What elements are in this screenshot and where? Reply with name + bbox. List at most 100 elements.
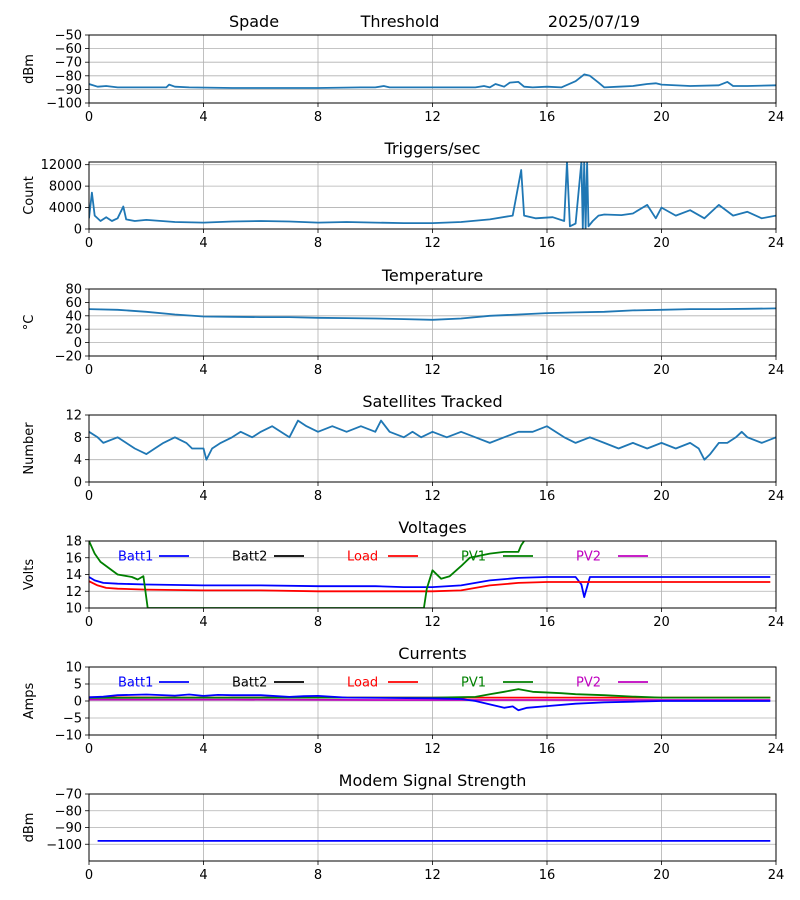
y-tick-label: 8000 bbox=[49, 180, 82, 195]
series-line-load bbox=[89, 580, 771, 593]
x-tick-label: 4 bbox=[199, 489, 207, 504]
y-tick-label: 60 bbox=[65, 296, 82, 311]
chart-title: Voltages bbox=[398, 518, 466, 537]
x-tick-label: 4 bbox=[199, 615, 207, 630]
x-tick-label: 8 bbox=[314, 868, 322, 883]
y-axis-label: dBm bbox=[22, 54, 37, 84]
series-line bbox=[89, 419, 776, 461]
x-tick-label: 8 bbox=[314, 363, 322, 378]
x-tick-label: 12 bbox=[424, 110, 441, 125]
y-axis-label: Volts bbox=[22, 559, 37, 591]
legend-label-pv2: PV2 bbox=[576, 676, 601, 691]
x-tick-label: 20 bbox=[653, 489, 670, 504]
x-tick-label: 8 bbox=[314, 489, 322, 504]
y-tick-label: 0 bbox=[74, 223, 82, 238]
x-tick-label: 4 bbox=[199, 236, 207, 251]
y-tick-label: 5 bbox=[74, 678, 82, 693]
x-tick-label: 20 bbox=[653, 110, 670, 125]
x-tick-label: 0 bbox=[85, 615, 93, 630]
y-tick-label: −80 bbox=[55, 804, 82, 819]
y-axis-label: Number bbox=[22, 422, 37, 475]
x-tick-label: 0 bbox=[85, 742, 93, 757]
series-line-batt1 bbox=[89, 693, 771, 712]
y-tick-label: −20 bbox=[55, 350, 82, 365]
y-tick-label: −50 bbox=[55, 29, 82, 44]
x-tick-label: 16 bbox=[539, 236, 556, 251]
series-line-pv1 bbox=[89, 541, 525, 608]
y-tick-label: −5 bbox=[63, 712, 82, 727]
x-tick-label: 12 bbox=[424, 363, 441, 378]
x-tick-label: 12 bbox=[424, 236, 441, 251]
y-tick-label: 12000 bbox=[41, 158, 82, 173]
series-line bbox=[89, 307, 776, 321]
x-tick-label: 4 bbox=[199, 363, 207, 378]
plot-frame bbox=[88, 666, 777, 736]
x-tick-label: 0 bbox=[85, 489, 93, 504]
x-tick-label: 12 bbox=[424, 742, 441, 757]
y-tick-label: 12 bbox=[65, 409, 82, 424]
y-tick-label: 10 bbox=[65, 602, 82, 617]
y-axis-label: °C bbox=[22, 315, 37, 331]
x-tick-label: 0 bbox=[85, 363, 93, 378]
y-tick-label: 14 bbox=[65, 568, 82, 583]
x-tick-label: 24 bbox=[768, 110, 785, 125]
chart-modem: 0 4 8 12 16 20 24 −70−80 −90 −100 Modem Signal Str… bbox=[22, 771, 784, 883]
y-tick-label: 4 bbox=[74, 453, 82, 468]
y-tick-label: −70 bbox=[55, 788, 82, 803]
y-tick-label: 16 bbox=[65, 551, 82, 566]
x-tick-label: 16 bbox=[539, 868, 556, 883]
x-tick-label: 4 bbox=[199, 742, 207, 757]
y-tick-label: 20 bbox=[65, 323, 82, 338]
legend-label-pv2: PV2 bbox=[576, 550, 601, 565]
series-line bbox=[89, 73, 776, 89]
x-tick-label: 8 bbox=[314, 236, 322, 251]
chart-title: Temperature bbox=[381, 266, 483, 285]
plot-frame bbox=[88, 540, 777, 609]
x-tick-label: 12 bbox=[424, 615, 441, 630]
x-tick-label: 8 bbox=[314, 742, 322, 757]
x-tick-label: 0 bbox=[85, 868, 93, 883]
y-tick-label: −90 bbox=[55, 821, 82, 836]
y-tick-label: 80 bbox=[65, 283, 82, 298]
y-tick-label: −100 bbox=[46, 838, 82, 853]
x-tick-label: 16 bbox=[539, 615, 556, 630]
legend-label-load: Load bbox=[347, 676, 378, 691]
y-axis-label: Count bbox=[22, 176, 37, 215]
plot-frame bbox=[88, 793, 777, 862]
y-axis-label: dBm bbox=[22, 813, 37, 843]
legend-label-batt1: Batt1 bbox=[118, 550, 153, 565]
x-tick-label: 20 bbox=[653, 742, 670, 757]
y-tick-label: 0 bbox=[74, 336, 82, 351]
y-axis-label: Amps bbox=[22, 682, 37, 719]
y-tick-label: 8 bbox=[74, 431, 82, 446]
x-tick-label: 12 bbox=[424, 489, 441, 504]
y-tick-label: 18 bbox=[65, 535, 82, 550]
chart-title: Currents bbox=[398, 644, 466, 663]
y-tick-label: −70 bbox=[55, 56, 82, 71]
x-tick-label: 16 bbox=[539, 742, 556, 757]
header-station: Spade bbox=[229, 12, 279, 31]
x-tick-label: 4 bbox=[199, 110, 207, 125]
x-tick-label: 16 bbox=[539, 110, 556, 125]
x-tick-label: 20 bbox=[653, 236, 670, 251]
legend-label-batt2: Batt2 bbox=[232, 550, 267, 565]
x-tick-label: 20 bbox=[653, 363, 670, 378]
x-tick-label: 0 bbox=[85, 236, 93, 251]
y-tick-label: −80 bbox=[55, 69, 82, 84]
x-tick-label: 8 bbox=[314, 615, 322, 630]
x-tick-label: 24 bbox=[768, 236, 785, 251]
legend-label-pv1: PV1 bbox=[461, 550, 486, 565]
y-tick-label: 10 bbox=[65, 661, 82, 676]
y-tick-label: 12 bbox=[65, 585, 82, 600]
legend-label-batt2: Batt2 bbox=[232, 676, 267, 691]
legend-label-load: Load bbox=[347, 550, 378, 565]
y-tick-label: −100 bbox=[46, 97, 82, 112]
x-tick-label: 20 bbox=[653, 615, 670, 630]
x-tick-label: 24 bbox=[768, 363, 785, 378]
header-date: 2025/07/19 bbox=[548, 12, 640, 31]
x-tick-label: 20 bbox=[653, 868, 670, 883]
plot-frame bbox=[88, 414, 777, 483]
